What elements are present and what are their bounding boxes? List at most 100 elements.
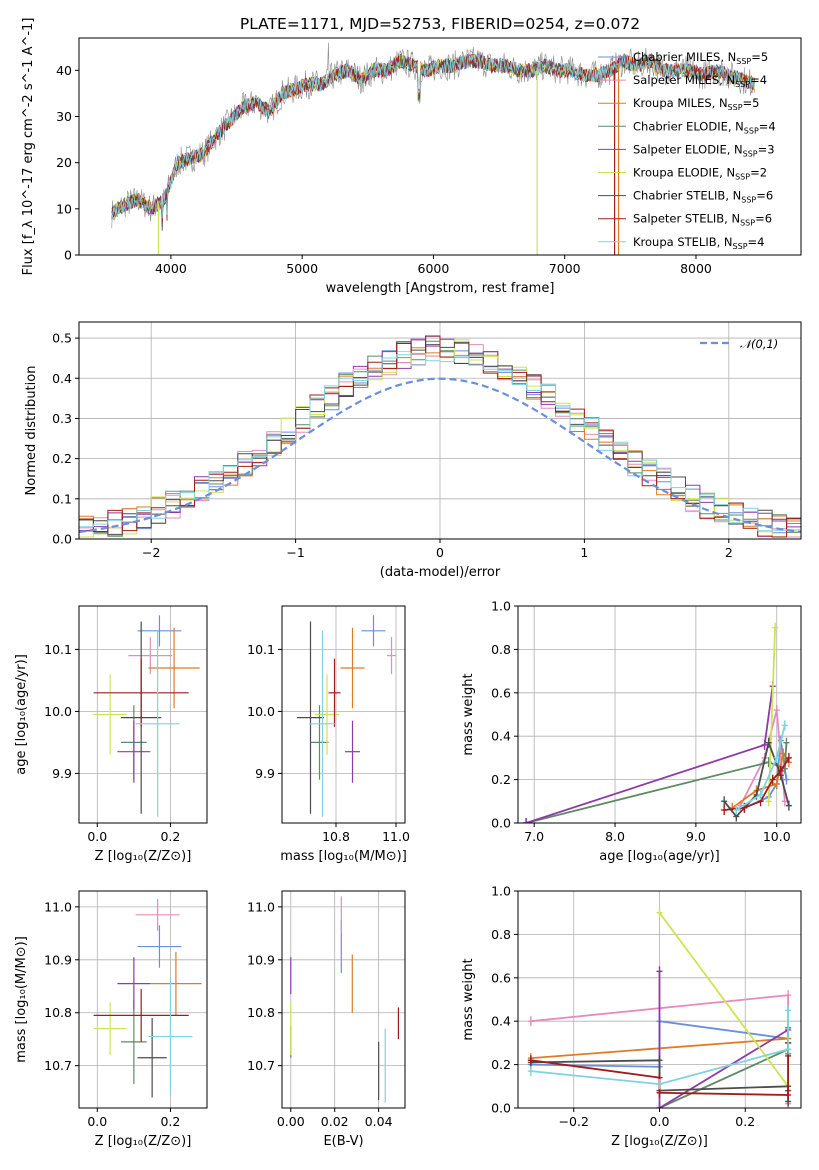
- residuals-marks: [79, 335, 801, 539]
- x-axis-label: mass [log₁₀(M/M⊙)]: [280, 849, 407, 864]
- y-tick-label: 1.0: [491, 884, 511, 899]
- legend-label: Kroupa ELODIE, NSSP=2: [633, 166, 767, 182]
- x-tick-label: −2: [142, 545, 160, 560]
- weight-vs-age-panel: 7.0 8.0 9.0 10.0 0.0 0.2 0.4 0.6 0.8 1.0 age [log₁…: [461, 599, 802, 864]
- y-axis-label: age [log₁₀(age/yr)]: [14, 654, 29, 775]
- x-tick-label: 0.00: [277, 1114, 305, 1129]
- x-axis-label: (data-model)/error: [380, 565, 501, 580]
- axes-frame: [78, 890, 208, 1109]
- y-tick-label: 10.1: [247, 642, 275, 657]
- x-tick-label: 8000: [680, 261, 712, 276]
- y-axis-label: Normed distribution: [24, 366, 39, 496]
- y-tick-label: 30: [56, 109, 72, 124]
- y-tick-label: 11.0: [247, 899, 275, 914]
- x-tick-label: 7000: [549, 261, 581, 276]
- y-tick-label: 10.8: [247, 1005, 275, 1020]
- age-vs-mass-marks: [297, 615, 396, 817]
- axes-frame: [517, 605, 802, 824]
- mass-vs-EBV-marks: [290, 896, 400, 1103]
- x-tick-label: 1: [580, 545, 588, 560]
- x-tick-label: 0.02: [321, 1114, 349, 1129]
- mass-weight-line: [658, 912, 789, 1087]
- y-tick-label: 0.6: [491, 685, 511, 700]
- model-spectrum-line: [111, 53, 755, 220]
- y-tick-label: 10.7: [44, 1058, 72, 1073]
- mass-vs-Z-marks: [93, 898, 202, 1098]
- residual-histogram: [79, 352, 801, 539]
- y-tick-label: 0.6: [491, 970, 511, 985]
- x-axis-label: Z [log₁₀(Z/Z⊙)]: [95, 849, 192, 864]
- model-spectrum-line: [111, 54, 755, 223]
- y-tick-label: 0.0: [491, 1101, 511, 1116]
- normal-reference-curve: [79, 377, 801, 534]
- y-axis-label: mass weight: [461, 673, 476, 755]
- mass-weight-line: [735, 725, 786, 811]
- y-tick-label: 0.0: [52, 532, 72, 547]
- residuals-panel: −2 −1 0 1 2 0.0 0.1 0.2 0.3 0.4 0.5 (data-model)/er…: [24, 321, 802, 580]
- spectrum-legend: Chabrier MILES, NSSP=5 Salpeter MILES, NS…: [598, 50, 776, 251]
- y-tick-label: 20: [56, 155, 72, 170]
- weight-vs-Z-marks: [527, 907, 792, 1108]
- y-tick-label: 0.4: [491, 729, 511, 744]
- y-tick-label: 0.8: [491, 927, 511, 942]
- x-tick-label: 0.04: [365, 1114, 393, 1129]
- age-vs-Z-panel: 0.0 0.2 9.9 10.0 10.1 Z [log₁₀(Z/Z⊙)] age [log…: [14, 605, 208, 864]
- spectrum-panel: 4000 5000 6000 7000 8000 0 10 20 30 40 wavelength …: [21, 18, 802, 296]
- y-tick-label: 10.9: [247, 952, 275, 967]
- y-tick-label: 10.7: [247, 1058, 275, 1073]
- legend-label: Salpeter STELIB, NSSP=6: [633, 212, 772, 228]
- x-axis-label: Z [log₁₀(Z/Z⊙)]: [611, 1134, 708, 1149]
- x-tick-label: 8.0: [605, 829, 625, 844]
- legend-label: Chabrier MILES, NSSP=5: [633, 50, 768, 66]
- y-tick-label: 0.5: [52, 331, 72, 346]
- y-tick-label: 0.8: [491, 642, 511, 657]
- mass-vs-EBV-panel: 0.00 0.02 0.04 10.7 10.8 10.9 11.0 E(B-V): [247, 890, 406, 1149]
- y-tick-label: 10: [56, 201, 72, 216]
- y-tick-label: 40: [56, 63, 72, 78]
- residual-histogram: [79, 335, 801, 539]
- x-tick-label: 4000: [155, 261, 187, 276]
- legend-label: Kroupa MILES, NSSP=5: [633, 96, 759, 112]
- x-tick-label: 6000: [418, 261, 450, 276]
- x-tick-label: 2: [725, 545, 733, 560]
- age-vs-Z-marks: [93, 615, 200, 817]
- x-tick-label: 5000: [286, 261, 318, 276]
- x-axis-label: wavelength [Angstrom, rest frame]: [326, 281, 555, 296]
- mass-weight-line: [723, 739, 790, 818]
- y-tick-label: 0: [64, 248, 72, 263]
- x-tick-label: 0.2: [735, 1114, 755, 1129]
- y-tick-label: 10.0: [44, 704, 72, 719]
- spectrum-marks: [111, 42, 755, 255]
- y-tick-label: 0.4: [52, 371, 72, 386]
- mass-weight-line: [530, 1010, 789, 1086]
- mass-vs-Z-panel: 0.0 0.2 10.7 10.8 10.9 11.0 Z [log₁₀(Z/Z⊙)] mas…: [14, 890, 208, 1149]
- y-tick-label: 10.1: [44, 642, 72, 657]
- x-tick-label: 0.2: [160, 829, 180, 844]
- y-tick-label: 0.2: [52, 451, 72, 466]
- x-axis-label: E(B-V): [323, 1134, 363, 1149]
- figure-title: PLATE=1171, MJD=52753, FIBERID=0254, z=0…: [240, 15, 640, 33]
- axes-frame: [78, 605, 208, 824]
- x-tick-label: −0.2: [559, 1114, 589, 1129]
- x-tick-label: 7.0: [524, 829, 544, 844]
- x-tick-label: 0: [436, 545, 444, 560]
- y-tick-label: 9.9: [52, 766, 72, 781]
- weight-vs-age-marks: [523, 622, 792, 823]
- y-tick-label: 10.0: [247, 704, 275, 719]
- x-axis-label: Z [log₁₀(Z/Z⊙)]: [95, 1134, 192, 1149]
- y-tick-label: 10.8: [44, 1005, 72, 1020]
- mass-weight-line: [525, 686, 774, 823]
- x-tick-label: 0.0: [87, 1114, 107, 1129]
- x-tick-label: 11.0: [382, 829, 410, 844]
- y-axis-label: Flux [f_λ 10^-17 erg cm^-2 s^-1 A^-1]: [21, 18, 36, 276]
- mass-weight-line: [658, 971, 789, 1108]
- legend-label: 𝒩(0,1): [740, 337, 778, 351]
- legend-label: Salpeter MILES, NSSP=4: [633, 73, 767, 89]
- x-tick-label: 10.8: [322, 829, 350, 844]
- legend-label: Chabrier ELODIE, NSSP=4: [633, 119, 776, 135]
- y-axis-label: mass weight: [461, 958, 476, 1040]
- y-tick-label: 0.2: [491, 1057, 511, 1072]
- x-tick-label: 0.0: [650, 1114, 670, 1129]
- x-tick-label: 10.0: [763, 829, 791, 844]
